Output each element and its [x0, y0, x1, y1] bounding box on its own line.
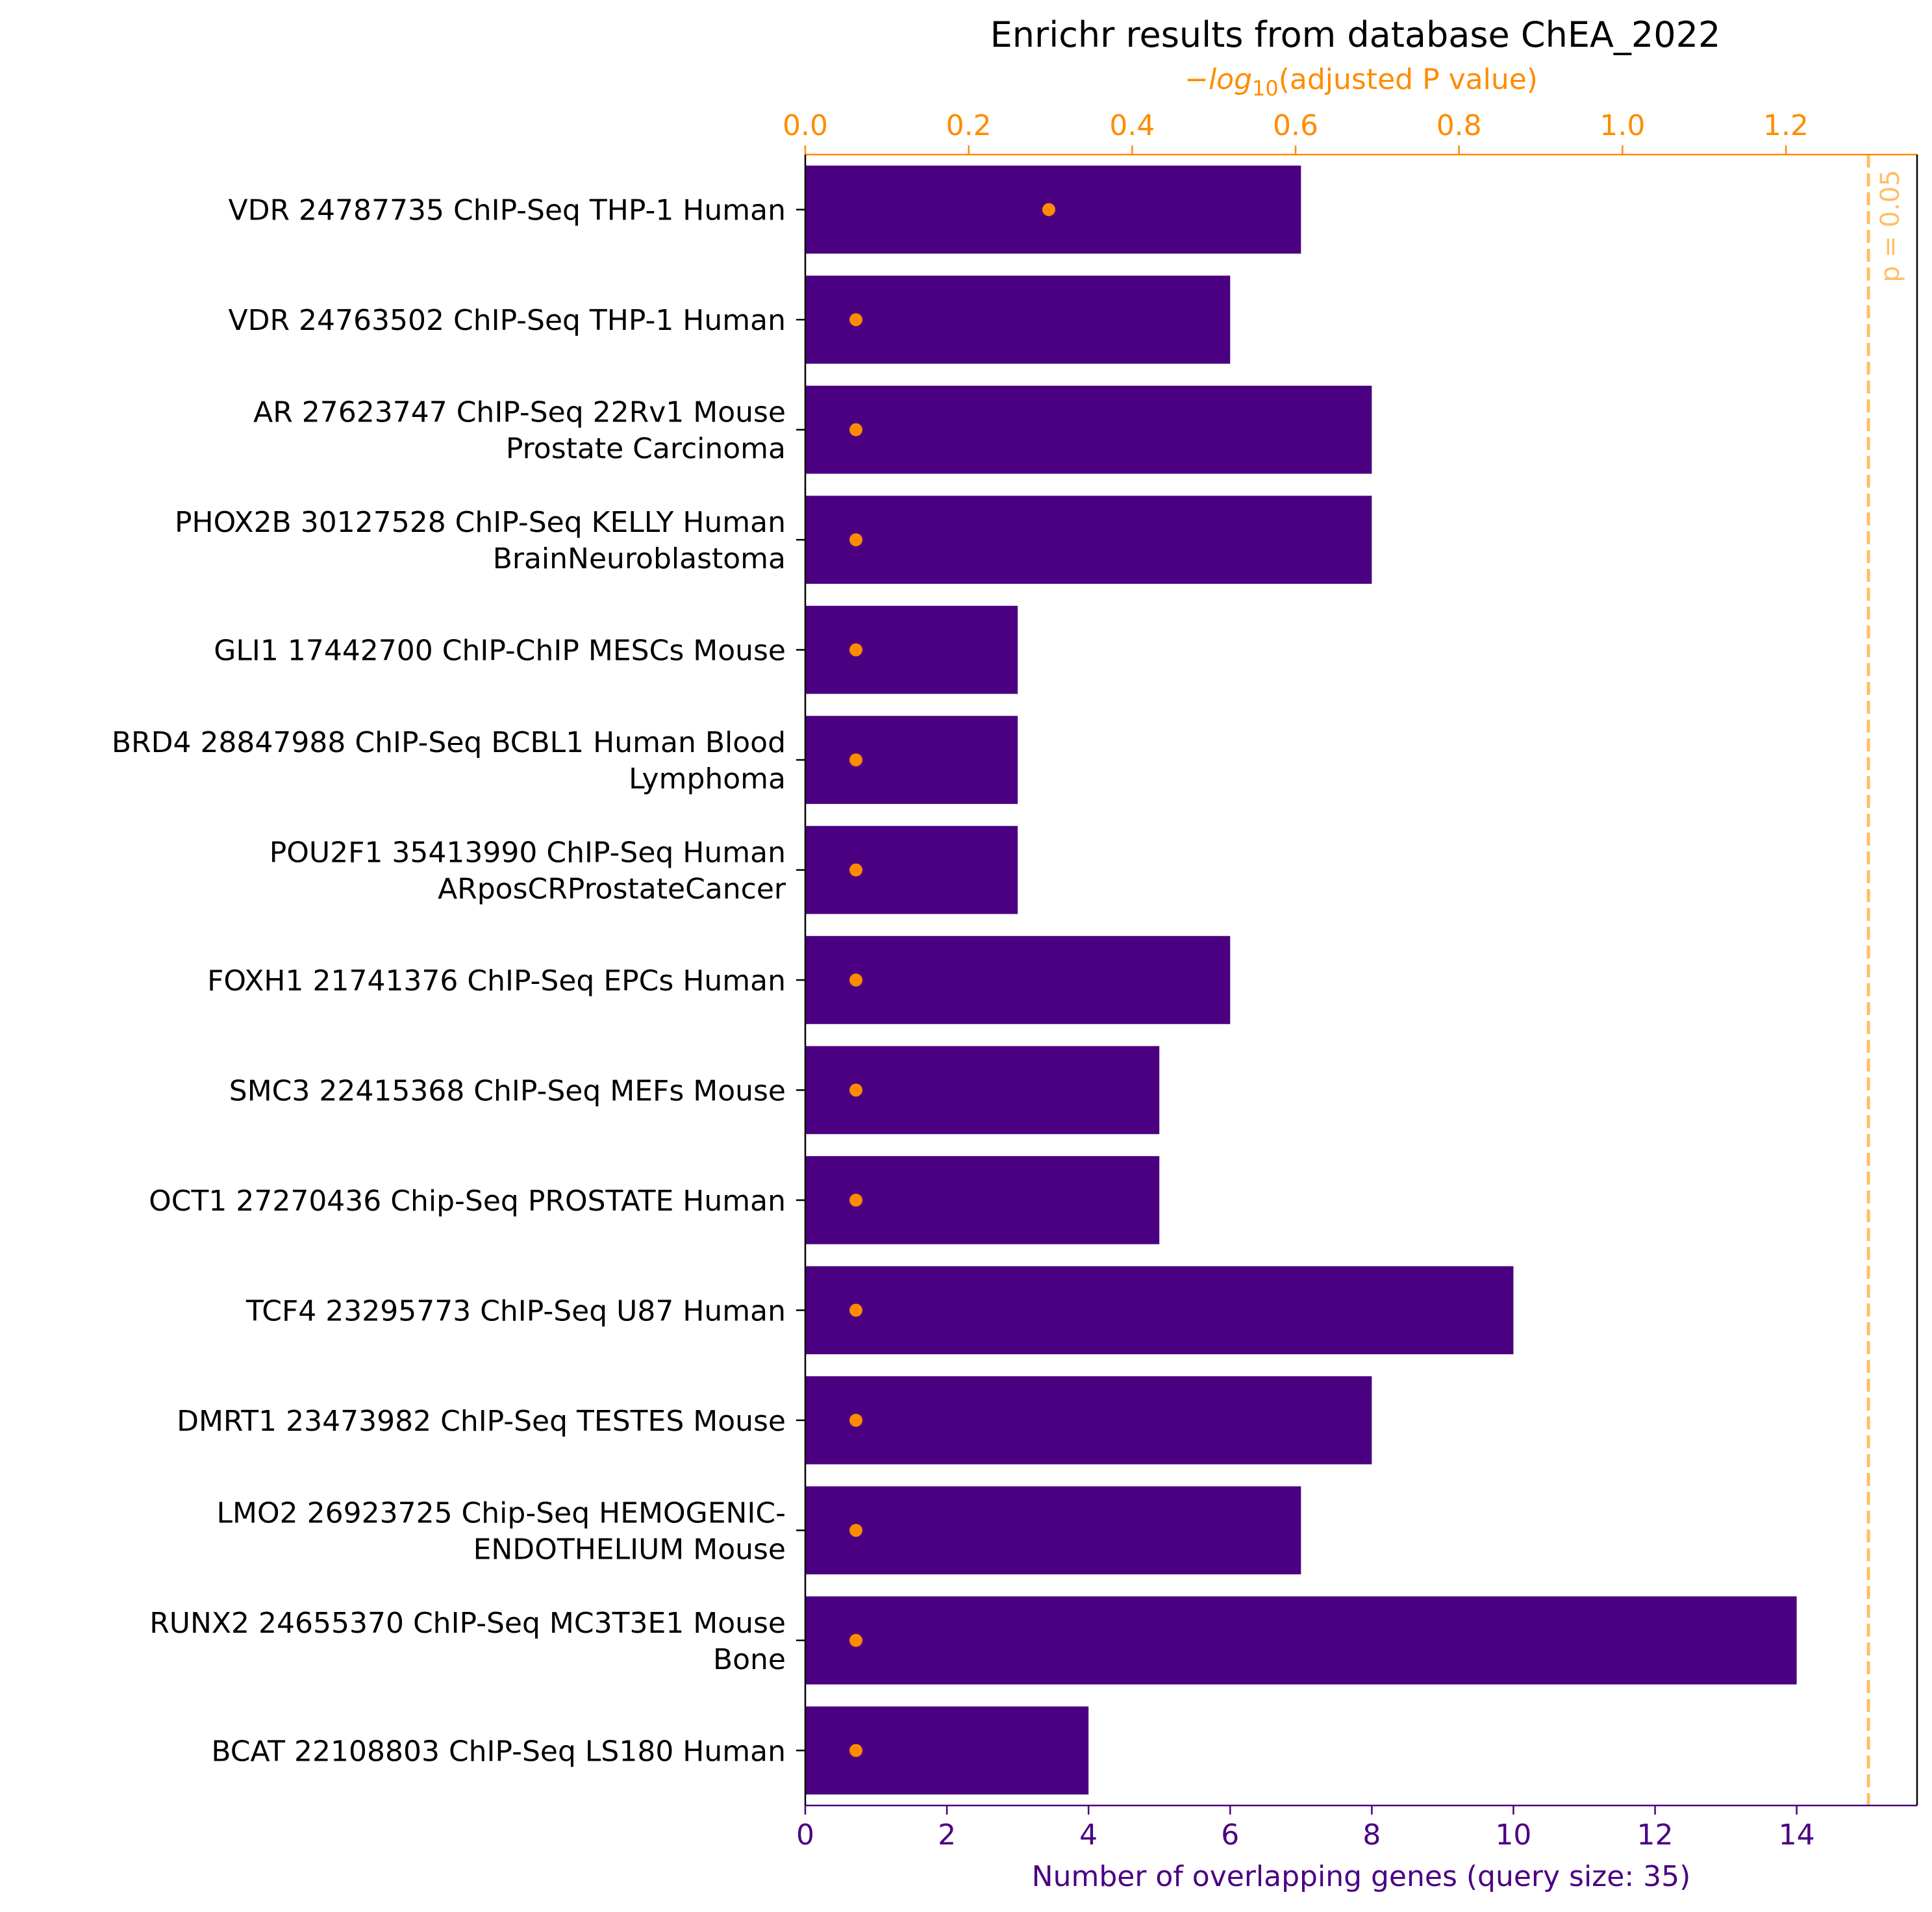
- bar: [805, 1376, 1372, 1465]
- x-top-tick-label: 0.0: [783, 109, 828, 142]
- x-top-label-prefix: −: [1185, 63, 1209, 96]
- point: [849, 1633, 863, 1647]
- point: [849, 1083, 863, 1097]
- bars-group: [805, 165, 1797, 1795]
- bar: [805, 1596, 1797, 1685]
- x-bottom-tick-label: 10: [1495, 1818, 1531, 1852]
- category-label: ARposCRProstateCancer: [438, 873, 786, 906]
- category-label: POU2F1 35413990 ChIP-Seq Human: [270, 837, 786, 870]
- x-bottom-tick-label: 12: [1637, 1818, 1674, 1852]
- bar: [805, 1486, 1301, 1575]
- x-top-tick-label: 1.2: [1763, 109, 1809, 142]
- category-label: OCT1 27270436 Chip-Seq PROSTATE Human: [149, 1185, 786, 1218]
- point: [849, 863, 863, 877]
- x-bottom-tick-label: 4: [1079, 1818, 1098, 1852]
- bar: [805, 275, 1231, 364]
- point: [849, 643, 863, 657]
- x-top-tick-label: 1.0: [1600, 109, 1645, 142]
- point: [849, 1303, 863, 1317]
- x-bottom-tick-label: 0: [796, 1818, 814, 1852]
- x-top-label-subscript: 10: [1252, 76, 1279, 101]
- category-label: LMO2 26923725 Chip-Seq HEMOGENIC-: [217, 1496, 786, 1529]
- x-bottom-tick-label: 6: [1221, 1818, 1239, 1852]
- category-label: DMRT1 23473982 ChIP-Seq TESTES Mouse: [177, 1405, 786, 1438]
- bar: [805, 605, 1018, 694]
- bar: [805, 716, 1018, 804]
- category-label: SMC3 22415368 ChIP-Seq MEFs Mouse: [229, 1074, 786, 1107]
- category-label: VDR 24787735 ChIP-Seq THP-1 Human: [229, 194, 786, 227]
- x-top-label-suffix: (adjusted P value): [1279, 63, 1538, 96]
- bar: [805, 1266, 1514, 1355]
- point: [849, 423, 863, 436]
- points-group: [849, 203, 1055, 1757]
- category-label: VDR 24763502 ChIP-Seq THP-1 Human: [229, 304, 786, 337]
- category-label: BRD4 28847988 ChIP-Seq BCBL1 Human Blood: [112, 726, 786, 759]
- x-axis-bottom-label: Number of overlapping genes (query size:…: [1032, 1860, 1691, 1893]
- threshold-group: p = 0.05: [1866, 155, 1905, 1805]
- x-axis-top-label: −log10(adjusted P value): [1185, 63, 1538, 101]
- category-label: Prostate Carcinoma: [506, 433, 786, 466]
- bar: [805, 1046, 1160, 1135]
- category-label: Bone: [713, 1643, 786, 1676]
- x-bottom-tick-label: 2: [938, 1818, 956, 1852]
- bar: [805, 1706, 1089, 1795]
- bar: [805, 936, 1231, 1024]
- category-label: FOXH1 21741376 ChIP-Seq EPCs Human: [207, 964, 786, 998]
- category-label: BCAT 22108803 ChIP-Seq LS180 Human: [211, 1735, 786, 1768]
- threshold-label: p = 0.05: [1876, 170, 1905, 282]
- point: [849, 1744, 863, 1757]
- x-bottom-tick-label: 8: [1362, 1818, 1381, 1852]
- point: [849, 533, 863, 547]
- x-bottom-tick-label: 14: [1779, 1818, 1815, 1852]
- x-top-tick-label: 0.8: [1436, 109, 1482, 142]
- category-label: RUNX2 24655370 ChIP-Seq MC3T3E1 Mouse: [149, 1607, 786, 1640]
- point: [849, 313, 863, 327]
- x-top-tick-label: 0.6: [1273, 109, 1318, 142]
- point: [849, 974, 863, 987]
- category-label: ENDOTHELIUM Mouse: [473, 1533, 786, 1566]
- point: [849, 1413, 863, 1427]
- category-label: BrainNeuroblastoma: [493, 542, 786, 575]
- chart-title: Enrichr results from database ChEA_2022: [990, 14, 1721, 55]
- bar: [805, 385, 1372, 474]
- point: [849, 1193, 863, 1207]
- axes-group: 0 2 4 6 8 10 12 14 Number of overlapping genes (…: [783, 63, 1918, 1893]
- point: [1042, 203, 1055, 216]
- x-top-label-log: log: [1209, 63, 1252, 96]
- bar: [805, 1156, 1160, 1244]
- x-top-tick-label: 0.2: [946, 109, 992, 142]
- point: [849, 753, 863, 767]
- bar: [805, 496, 1372, 584]
- x-top-tick-label: 0.4: [1109, 109, 1155, 142]
- category-label: PHOX2B 30127528 ChIP-Seq KELLY Human: [175, 506, 786, 539]
- category-label: AR 27623747 ChIP-Seq 22Rv1 Mouse: [253, 396, 786, 429]
- category-label: TCF4 23295773 ChIP-Seq U87 Human: [245, 1294, 786, 1327]
- point: [849, 1524, 863, 1537]
- category-labels-group: VDR 24787735 ChIP-Seq THP-1 Human VDR 247…: [112, 194, 786, 1768]
- bar: [805, 825, 1018, 914]
- category-label: Lymphoma: [629, 762, 786, 796]
- category-label: GLI1 17442700 ChIP-ChIP MESCs Mouse: [214, 635, 786, 668]
